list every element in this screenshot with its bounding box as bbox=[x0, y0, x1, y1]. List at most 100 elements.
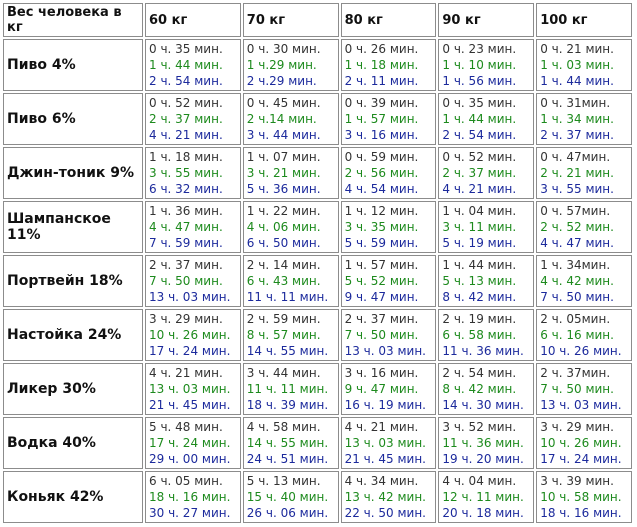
time-line: 13 ч. 03 мин. bbox=[149, 290, 231, 304]
time-line: 8 ч. 42 мин. bbox=[442, 382, 517, 396]
time-line: 3 ч. 35 мин. bbox=[344, 220, 419, 234]
table-row: Коньяк 42% 6 ч. 05 мин. 18 ч. 16 мин. 30 ч.… bbox=[3, 471, 632, 523]
time-line: 10 ч. 26 мин. bbox=[149, 328, 231, 342]
time-cell: 1 ч. 04 мин. 3 ч. 11 мин. 5 ч. 19 мин. bbox=[438, 201, 535, 253]
time-line: 13 ч. 03 мин. bbox=[540, 398, 622, 412]
time-line: 2 ч.14 мин. bbox=[246, 112, 317, 126]
time-line: 1 ч. 44 мин. bbox=[149, 58, 223, 72]
time-line: 13 ч. 03 мин. bbox=[149, 382, 231, 396]
time-cell: 1 ч. 22 мин. 4 ч. 06 мин. 6 ч. 50 мин. bbox=[242, 201, 339, 253]
time-line: 8 ч. 42 мин. bbox=[442, 290, 517, 304]
time-cell: 1 ч. 07 мин. 3 ч. 21 мин. 5 ч. 36 мин. bbox=[242, 147, 339, 199]
time-line: 9 ч. 47 мин. bbox=[344, 290, 419, 304]
time-line: 0 ч. 30 мин. bbox=[246, 42, 321, 56]
time-cell: 2 ч. 19 мин. 6 ч. 58 мин. 11 ч. 36 мин. bbox=[438, 309, 535, 361]
time-line: 14 ч. 55 мин. bbox=[246, 436, 329, 450]
time-line: 4 ч. 21 мин. bbox=[149, 366, 223, 380]
row-label: Шампанское 11% bbox=[3, 201, 143, 253]
time-cell: 2 ч. 54 мин. 8 ч. 42 мин. 14 ч. 30 мин. bbox=[438, 363, 535, 415]
time-line: 2 ч. 59 мин. bbox=[246, 312, 321, 326]
time-cell: 2 ч. 14 мин. 6 ч. 43 мин. 11 ч. 11 мин. bbox=[242, 255, 339, 307]
time-line: 13 ч. 03 мин. bbox=[344, 436, 426, 450]
table-row: Пиво 4% 0 ч. 35 мин. 1 ч. 44 мин. 2 ч. 54 м… bbox=[3, 39, 632, 91]
time-cell: 0 ч. 26 мин. 1 ч. 18 мин. 2 ч. 11 мин. bbox=[340, 39, 437, 91]
table-row: Водка 40% 5 ч. 48 мин. 17 ч. 24 мин. 29 ч. … bbox=[3, 417, 632, 469]
time-line: 2 ч. 54 мин. bbox=[149, 74, 223, 88]
time-line: 0 ч. 35 мин. bbox=[149, 42, 223, 56]
time-cell: 0 ч. 39 мин. 1 ч. 57 мин. 3 ч. 16 мин. bbox=[340, 93, 437, 145]
time-line: 10 ч. 26 мин. bbox=[540, 344, 622, 358]
time-line: 6 ч. 32 мин. bbox=[149, 182, 223, 196]
row-label: Портвейн 18% bbox=[3, 255, 143, 307]
row-label: Ликер 30% bbox=[3, 363, 143, 415]
time-line: 0 ч. 35 мин. bbox=[442, 96, 517, 110]
row-label: Пиво 4% bbox=[3, 39, 143, 91]
time-line: 2 ч. 37 мин. bbox=[344, 312, 419, 326]
time-line: 15 ч. 40 мин. bbox=[246, 490, 329, 504]
time-cell: 0 ч. 23 мин. 1 ч. 10 мин. 1 ч. 56 мин. bbox=[438, 39, 535, 91]
header-cell: 90 кг bbox=[438, 3, 535, 37]
time-cell: 4 ч. 04 мин. 12 ч. 11 мин. 20 ч. 18 мин. bbox=[438, 471, 535, 523]
time-line: 2 ч. 05мин. bbox=[540, 312, 611, 326]
time-line: 13 ч. 03 мин. bbox=[344, 344, 426, 358]
time-line: 6 ч. 05 мин. bbox=[149, 474, 223, 488]
time-line: 1 ч. 44 мин. bbox=[540, 74, 614, 88]
time-line: 1 ч. 57 мин. bbox=[344, 258, 419, 272]
time-cell: 0 ч. 35 мин. 1 ч. 44 мин. 2 ч. 54 мин. bbox=[438, 93, 535, 145]
time-cell: 0 ч. 57мин. 2 ч. 52 мин. 4 ч. 47 мин. bbox=[536, 201, 632, 253]
time-line: 19 ч. 20 мин. bbox=[442, 452, 524, 466]
table-row: Шампанское 11% 1 ч. 36 мин. 4 ч. 47 мин. 7 … bbox=[3, 201, 632, 253]
time-cell: 1 ч. 57 мин. 5 ч. 52 мин. 9 ч. 47 мин. bbox=[340, 255, 437, 307]
time-line: 0 ч. 52 мин. bbox=[442, 150, 517, 164]
time-line: 6 ч. 50 мин. bbox=[246, 236, 321, 250]
time-cell: 3 ч. 16 мин. 9 ч. 47 мин. 16 ч. 19 мин. bbox=[340, 363, 437, 415]
time-line: 18 ч. 16 мин. bbox=[540, 506, 622, 520]
time-cell: 0 ч. 52 мин. 2 ч. 37 мин. 4 ч. 21 мин. bbox=[145, 93, 241, 145]
time-line: 24 ч. 51 мин. bbox=[246, 452, 329, 466]
time-line: 26 ч. 06 мин. bbox=[246, 506, 329, 520]
time-line: 2 ч. 54 мин. bbox=[442, 366, 517, 380]
time-line: 4 ч. 21 мин. bbox=[442, 182, 517, 196]
time-cell: 5 ч. 13 мин. 15 ч. 40 мин. 26 ч. 06 мин. bbox=[242, 471, 339, 523]
time-line: 14 ч. 55 мин. bbox=[246, 344, 329, 358]
time-line: 3 ч. 16 мин. bbox=[344, 128, 419, 142]
time-cell: 2 ч. 05мин. 6 ч. 16 мин. 10 ч. 26 мин. bbox=[536, 309, 632, 361]
time-line: 4 ч. 21 мин. bbox=[344, 420, 419, 434]
time-line: 4 ч. 47 мин. bbox=[149, 220, 223, 234]
time-line: 6 ч. 58 мин. bbox=[442, 328, 517, 342]
time-line: 18 ч. 39 мин. bbox=[246, 398, 329, 412]
time-line: 11 ч. 11 мин. bbox=[246, 382, 329, 396]
time-line: 11 ч. 36 мин. bbox=[442, 436, 524, 450]
time-cell: 1 ч. 36 мин. 4 ч. 47 мин. 7 ч. 59 мин. bbox=[145, 201, 241, 253]
time-cell: 3 ч. 39 мин. 10 ч. 58 мин. 18 ч. 16 мин. bbox=[536, 471, 632, 523]
time-cell: 0 ч. 59 мин. 2 ч. 56 мин. 4 ч. 54 мин. bbox=[340, 147, 437, 199]
time-cell: 1 ч. 12 мин. 3 ч. 35 мин. 5 ч. 59 мин. bbox=[340, 201, 437, 253]
time-cell: 0 ч. 30 мин. 1 ч.29 мин. 2 ч.29 мин. bbox=[242, 39, 339, 91]
time-cell: 1 ч. 34мин. 4 ч. 42 мин. 7 ч. 50 мин. bbox=[536, 255, 632, 307]
time-cell: 3 ч. 29 мин. 10 ч. 26 мин. 17 ч. 24 мин. bbox=[145, 309, 241, 361]
time-line: 18 ч. 16 мин. bbox=[149, 490, 231, 504]
row-label: Коньяк 42% bbox=[3, 471, 143, 523]
time-line: 2 ч. 54 мин. bbox=[442, 128, 517, 142]
time-line: 1 ч. 56 мин. bbox=[442, 74, 517, 88]
time-line: 11 ч. 36 мин. bbox=[442, 344, 524, 358]
time-line: 1 ч. 07 мин. bbox=[246, 150, 321, 164]
time-line: 0 ч. 52 мин. bbox=[149, 96, 223, 110]
header-cell: 60 кг bbox=[145, 3, 241, 37]
time-cell: 3 ч. 29 мин. 10 ч. 26 мин. 17 ч. 24 мин. bbox=[536, 417, 632, 469]
row-label: Водка 40% bbox=[3, 417, 143, 469]
time-line: 3 ч. 11 мин. bbox=[442, 220, 517, 234]
time-line: 2 ч. 21 мин. bbox=[540, 166, 614, 180]
time-line: 5 ч. 52 мин. bbox=[344, 274, 419, 288]
time-line: 4 ч. 21 мин. bbox=[149, 128, 223, 142]
row-label: Джин-тоник 9% bbox=[3, 147, 143, 199]
time-line: 3 ч. 44 мин. bbox=[246, 128, 321, 142]
time-line: 5 ч. 13 мин. bbox=[442, 274, 517, 288]
time-line: 0 ч. 59 мин. bbox=[344, 150, 419, 164]
time-cell: 0 ч. 47мин. 2 ч. 21 мин. 3 ч. 55 мин. bbox=[536, 147, 632, 199]
time-line: 4 ч. 58 мин. bbox=[246, 420, 321, 434]
time-cell: 3 ч. 44 мин. 11 ч. 11 мин. 18 ч. 39 мин. bbox=[242, 363, 339, 415]
time-cell: 0 ч. 31мин. 1 ч. 34 мин. 2 ч. 37 мин. bbox=[536, 93, 632, 145]
time-line: 1 ч. 44 мин. bbox=[442, 112, 517, 126]
